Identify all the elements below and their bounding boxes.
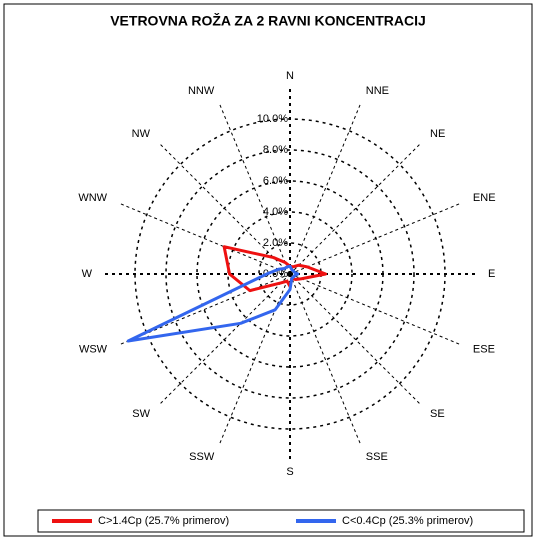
direction-label: WNW xyxy=(78,192,107,204)
chart-title: VETROVNA ROŽA ZA 2 RAVNI KONCENTRACIJ xyxy=(110,12,426,29)
legend-label: C<0.4Cp (25.3% primerov) xyxy=(342,515,473,527)
direction-label: NNW xyxy=(188,85,215,97)
direction-label: NNE xyxy=(366,85,389,97)
r-tick-label: 2.0% xyxy=(263,237,288,249)
grid-ring xyxy=(227,211,353,337)
legend xyxy=(37,509,525,533)
direction-label: NW xyxy=(132,128,151,140)
legend-label: C>1.4Cp (25.7% primerov) xyxy=(98,515,229,527)
grid-ring xyxy=(196,180,384,368)
direction-label: SE xyxy=(430,408,445,420)
direction-label: SSW xyxy=(189,451,215,463)
direction-label: ENE xyxy=(473,192,496,204)
direction-label: SSE xyxy=(366,451,388,463)
direction-label: SW xyxy=(132,408,150,420)
direction-label: ESE xyxy=(473,344,495,356)
r-tick-label: 0.0% xyxy=(263,268,288,280)
r-tick-label: 4.0% xyxy=(263,206,288,218)
spoke xyxy=(289,101,362,275)
r-tick-label: 6.0% xyxy=(263,175,288,187)
direction-label: NE xyxy=(430,128,445,140)
direction-label: E xyxy=(488,268,495,280)
grid-ring xyxy=(165,149,415,399)
frame xyxy=(3,3,533,537)
series-line xyxy=(126,264,300,343)
grid-ring xyxy=(134,118,446,430)
r-tick-label: 8.0% xyxy=(263,144,288,156)
direction-label: S xyxy=(286,466,293,478)
direction-label: N xyxy=(286,70,294,82)
direction-label: WSW xyxy=(79,344,108,356)
r-tick-label: 10.0% xyxy=(257,113,288,125)
spoke xyxy=(117,202,291,275)
direction-label: W xyxy=(82,268,93,280)
